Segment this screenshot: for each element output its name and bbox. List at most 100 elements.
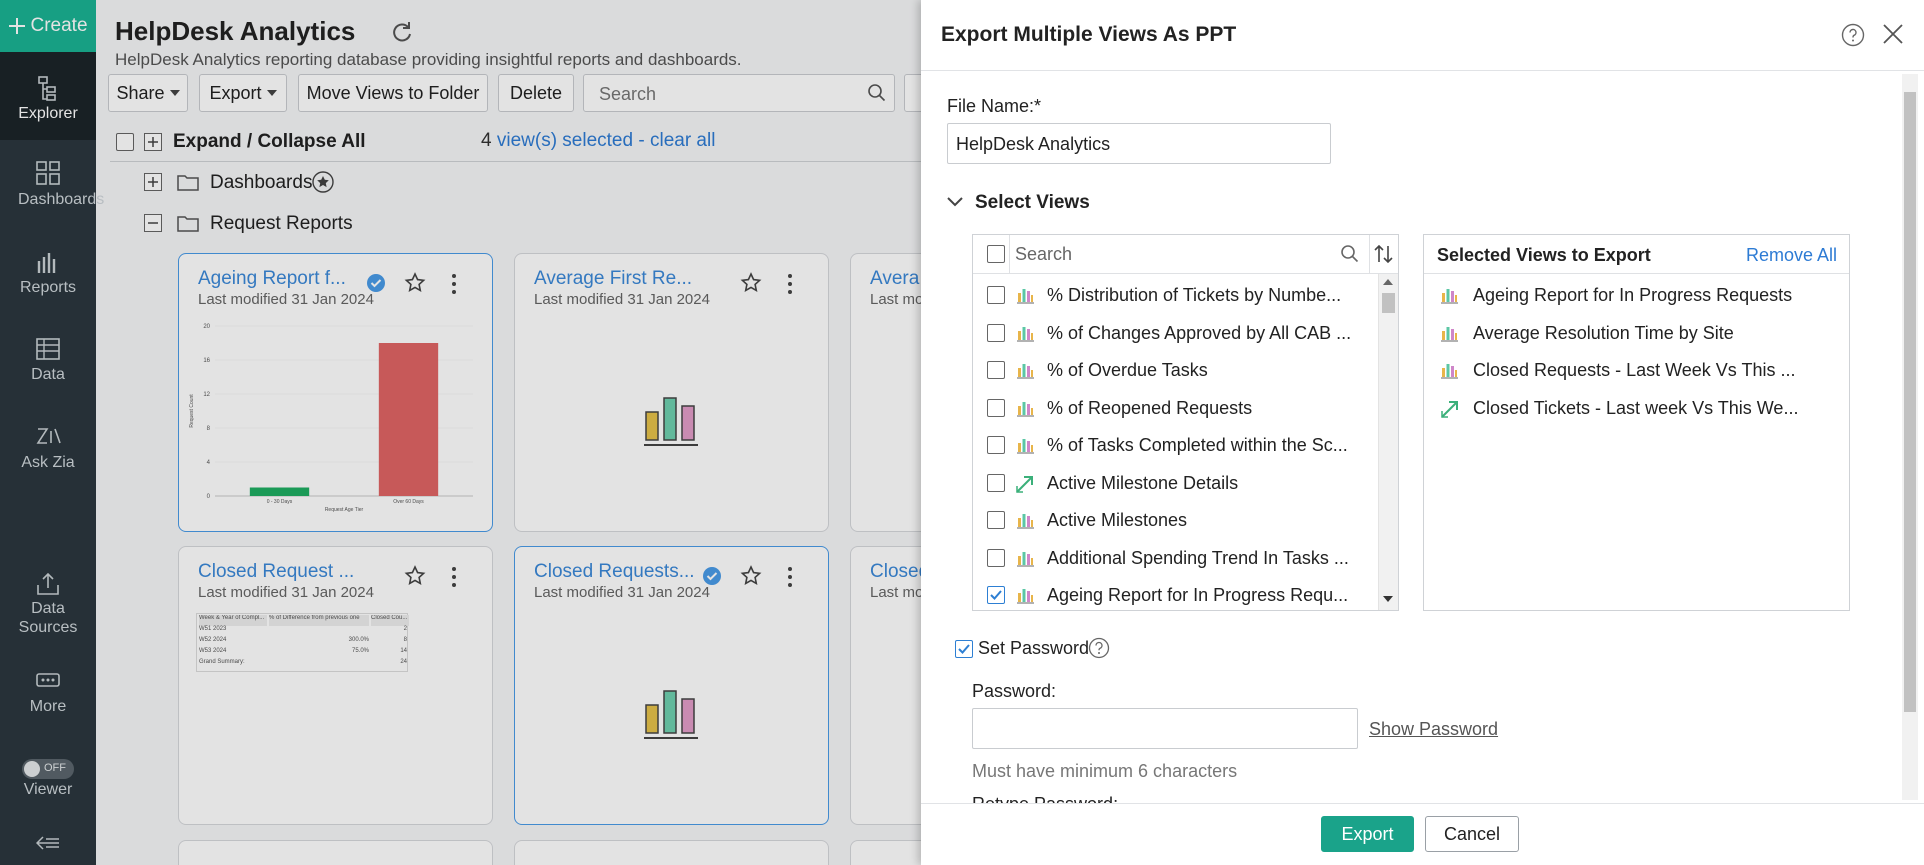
folder-icon-part [177, 216, 199, 232]
select-views-heading[interactable]: Select Views [975, 192, 1090, 213]
report-icon-part [645, 411, 659, 441]
checkbox[interactable] [987, 511, 1005, 529]
nav-item[interactable]: Ask Zia [21, 454, 75, 471]
select-all-views-checkbox[interactable] [987, 245, 1005, 263]
password-hint: Must have minimum 6 characters [972, 761, 1238, 781]
selected-check-part [370, 279, 382, 288]
checkbox[interactable] [987, 586, 1005, 604]
select-all-checkbox[interactable] [116, 133, 134, 151]
chevron-icon[interactable] [946, 196, 964, 208]
close-icon[interactable] [1882, 23, 1904, 45]
button-label: Move Views to Folder [306, 82, 480, 103]
viewer-label: Viewer [23, 781, 73, 798]
refresh-icon[interactable] [391, 21, 413, 43]
chart-icon-part [1446, 326, 1450, 340]
view-option[interactable]: % of Reopened Requests [1047, 397, 1253, 418]
trend-icon [1016, 475, 1033, 493]
nav-item[interactable]: Reports [19, 279, 77, 296]
nav-item[interactable]: Data Sources [18, 600, 78, 636]
checkbox[interactable] [987, 473, 1005, 492]
set-password-label[interactable]: Set Password [978, 638, 1090, 658]
mini-table: Week & Year of Compl...% of Difference f… [196, 613, 409, 672]
expand-collapse-all[interactable]: Expand / Collapse All [173, 131, 366, 152]
export-button[interactable]: Export [1321, 816, 1414, 852]
checkbox[interactable] [987, 323, 1005, 342]
chart-icon-part [1442, 293, 1445, 302]
card-title[interactable]: Closed Requests... [534, 561, 695, 582]
card-title[interactable]: Closed [870, 561, 930, 582]
view-card[interactable] [514, 840, 829, 865]
view-card[interactable]: Closed Request ... Last modified 31 Jan 2… [178, 546, 493, 825]
expand-all-icon[interactable] [144, 133, 162, 151]
chart-icon-part [1031, 332, 1033, 340]
mini-y-tick-label: 4 [207, 460, 211, 466]
show-password-link[interactable]: Show Password [1369, 719, 1499, 739]
folder-name[interactable]: Request Reports [210, 213, 353, 234]
folder-name[interactable]: Dashboards [210, 172, 313, 193]
toolbar-button[interactable]: Share [108, 74, 188, 112]
page-title: HelpDesk Analytics [115, 16, 356, 46]
button-label: Export [209, 82, 262, 103]
more-icon [452, 274, 456, 294]
selected-view: Closed Requests - Last Week Vs This ... [1473, 360, 1796, 380]
toolbar: Share Export Move Views to Folder Delete Sea… [0, 74, 944, 112]
chart-icon-part [1455, 370, 1457, 377]
views-list: Search % Distribution of Tickets by Numb… [972, 234, 1399, 611]
password-help-icon[interactable] [1088, 637, 1110, 659]
view-option[interactable]: % of Overdue Tasks [1047, 360, 1208, 380]
nav-item[interactable]: Explorer [18, 105, 78, 122]
card-title[interactable]: Average First Re... [534, 268, 693, 289]
create-button[interactable]: Create [0, 0, 96, 52]
toolbar-button[interactable]: Move Views to Folder [298, 74, 488, 112]
checkbox[interactable] [987, 436, 1005, 454]
nav-item[interactable]: More [29, 698, 67, 715]
search-icon[interactable] [1340, 244, 1360, 264]
view-option[interactable]: Ageing Report for In Progress Requ... [1047, 585, 1349, 605]
view-card[interactable]: Closed Requests... Last modified 31 Jan 2… [514, 546, 829, 825]
view-card[interactable]: Ageing Report f... Last modified 31 Jan 2… [178, 253, 493, 532]
toolbar-button[interactable]: Delete [498, 74, 574, 112]
views-search[interactable]: Search [1015, 244, 1073, 264]
checkbox[interactable] [987, 361, 1005, 379]
view-option[interactable]: Active Milestones [1047, 510, 1188, 530]
file-name-input[interactable]: HelpDesk Analytics [947, 123, 1331, 164]
view-option[interactable]: % of Tasks Completed within the Sc... [1047, 435, 1348, 455]
scroll-down[interactable] [1383, 596, 1393, 602]
nav-item[interactable]: Dashboards [18, 191, 105, 208]
sort-icon[interactable] [1373, 243, 1395, 265]
chart-icon-part [1451, 366, 1454, 377]
card-title[interactable]: Closed Request ... [198, 561, 355, 582]
checkbox[interactable] [987, 286, 1005, 304]
view-card[interactable]: Average First Re... Last modified 31 Jan … [514, 253, 829, 532]
password-input[interactable] [972, 708, 1358, 749]
help-icon[interactable] [1841, 23, 1865, 47]
nav-icon-part [37, 572, 59, 595]
scroll-up[interactable] [1383, 279, 1393, 285]
checkbox[interactable] [987, 548, 1005, 567]
nav-item[interactable]: Data [31, 366, 65, 383]
checkbox[interactable] [987, 398, 1005, 417]
chart-icon-part [1027, 291, 1030, 302]
chart-icon-part [1018, 593, 1021, 602]
search-box[interactable]: Search [583, 74, 895, 112]
nav-icon-part [41, 678, 45, 682]
cancel-button[interactable]: Cancel [1425, 816, 1519, 852]
more-icon-part [452, 583, 456, 587]
nav-icon-part [37, 253, 56, 273]
selected-check-part [706, 572, 718, 581]
toolbar-button[interactable]: Export [199, 74, 287, 112]
card-title[interactable]: Avera [870, 268, 920, 289]
view-option[interactable]: Additional Spending Trend In Tasks ... [1047, 547, 1349, 568]
remove-all-link[interactable]: Remove All [1745, 245, 1837, 265]
view-option[interactable]: Active Milestone Details [1047, 472, 1239, 493]
clear-all-link[interactable]: clear all [649, 130, 716, 151]
viewer-toggle[interactable]: OFF [22, 759, 74, 779]
view-option[interactable]: % Distribution of Tickets by Numbe... [1047, 285, 1342, 305]
view-card[interactable] [178, 840, 493, 865]
set-password-checkbox[interactable] [955, 640, 973, 658]
search-icon [868, 84, 886, 102]
card-title[interactable]: Ageing Report f... [198, 268, 346, 289]
scrollbar-thumb [1904, 92, 1916, 712]
view-option[interactable]: % of Changes Approved by All CAB ... [1047, 322, 1352, 343]
